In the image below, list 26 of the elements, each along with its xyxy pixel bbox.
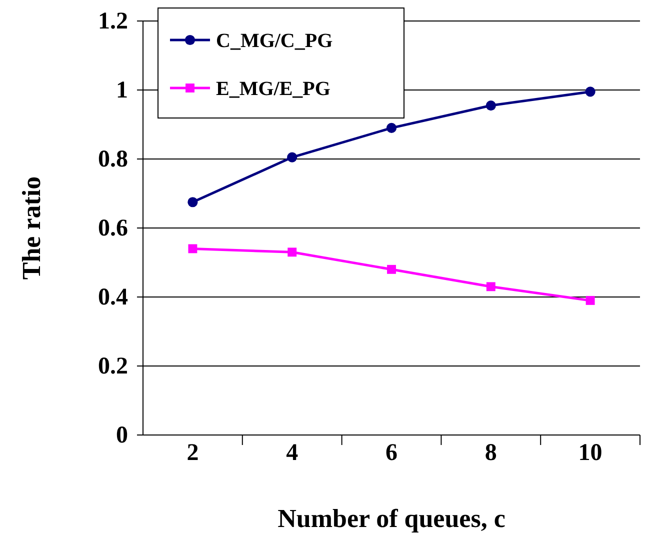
point — [387, 264, 396, 274]
point — [188, 197, 198, 208]
point — [486, 282, 496, 292]
x-axis-title: Number of queues, c — [278, 504, 506, 533]
point — [386, 122, 397, 133]
y-tick-label: 0 — [116, 422, 128, 449]
y-tick-label: 0.4 — [98, 284, 128, 311]
y-tick-label: 0.8 — [98, 146, 128, 173]
y-tick-label: 0.6 — [98, 216, 128, 242]
x-tick-label: 8 — [484, 440, 497, 466]
x-tick-label: 6 — [386, 440, 398, 466]
point — [288, 248, 297, 257]
point — [188, 244, 198, 254]
point — [486, 100, 496, 111]
y-axis-title: The ratio — [17, 176, 46, 280]
x-tick-label: 2 — [186, 440, 199, 466]
y-tick-label: 1.2 — [98, 8, 128, 35]
point — [585, 86, 596, 97]
y-tick-label: 0.2 — [98, 354, 128, 380]
legend-label: E_MG/E_PG — [216, 78, 331, 100]
point — [586, 296, 595, 305]
x-tick-label: 4 — [286, 440, 298, 466]
x-tick-label: 10 — [578, 440, 602, 466]
y-tick-label: 1 — [116, 78, 128, 104]
legend-label: C_MG/C_PG — [216, 30, 334, 52]
point — [287, 152, 298, 162]
